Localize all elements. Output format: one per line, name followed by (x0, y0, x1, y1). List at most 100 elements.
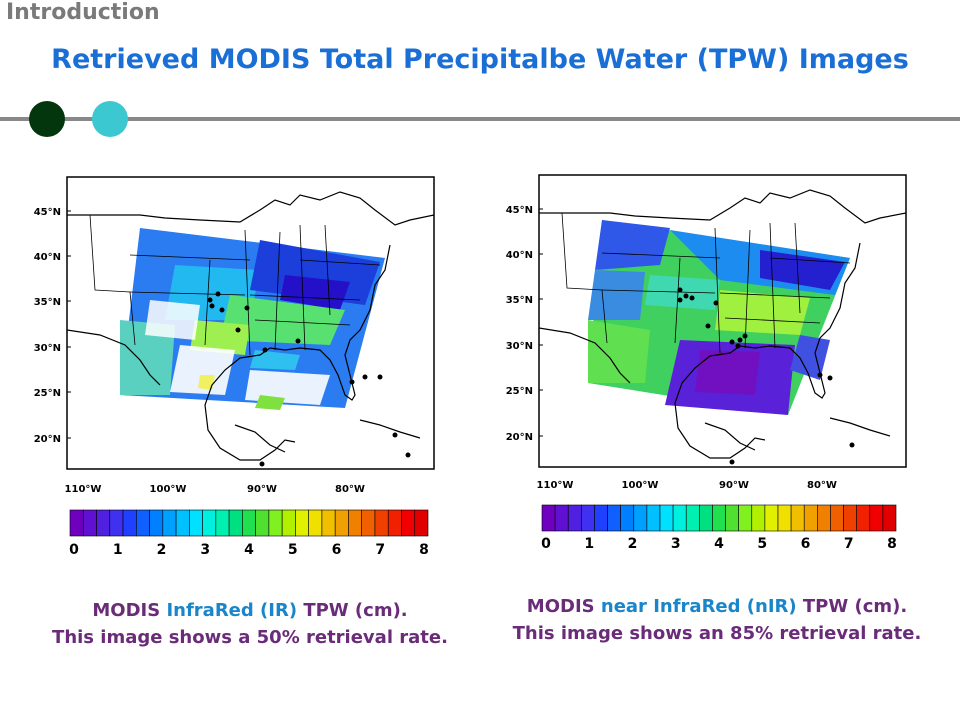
colorbar-cell (817, 504, 831, 532)
colorbar-cell (541, 504, 556, 532)
colorbar-cell (82, 509, 97, 537)
nir-tpw-map: 45°N 40°N 35°N 30°N 25°N 20°N 110°W 100°W 90°W 8… (470, 170, 940, 560)
nir-tpw-map-svg: 45°N 40°N 35°N 30°N 25°N 20°N 110°W 100°W 90°W 8… (506, 174, 907, 552)
colorbar-tick-label: 1 (584, 536, 594, 552)
colorbar-cell (242, 509, 256, 537)
nir-caption-line2: This image shows an 85% retrieval rate. (512, 623, 922, 644)
ir-tpw-map-svg: 45°N 40°N 35°N 30°N 25°N 20°N 110°W 100°W 90°W 8… (34, 176, 435, 558)
colorbar-cell (228, 509, 243, 537)
slide-title: Retrieved MODIS Total Precipitalbe Water… (51, 44, 909, 75)
longitude-labels: 110°W 100°W 90°W 80°W (65, 484, 365, 495)
nir-caption: MODIS near InfraRed (nIR) TPW (cm). This… (474, 593, 960, 647)
colorbar-tick-label: 8 (887, 536, 897, 552)
station-markers (207, 291, 411, 467)
colorbar-tick-label: 1 (113, 542, 123, 558)
colorbar-cell (334, 509, 349, 537)
lat-label: 20°N (34, 434, 61, 445)
coastline (539, 189, 906, 459)
ir-caption-line2: This image shows a 50% retrieval rate. (52, 627, 448, 648)
lat-label: 25°N (34, 388, 61, 399)
latitude-labels: 45°N 40°N 35°N 30°N 25°N 20°N (34, 207, 71, 445)
nir-caption-line1: MODIS near InfraRed (nIR) TPW (cm). (474, 593, 960, 620)
colorbar-tick-label: 2 (157, 542, 167, 558)
colorbar-cell (69, 509, 84, 537)
lon-label: 80°W (335, 484, 365, 495)
colorbar-cell (659, 504, 674, 532)
colorbar-cell (215, 509, 230, 537)
colorbar-cell (202, 509, 217, 537)
lon-label: 100°W (150, 484, 187, 495)
colorbar-tick-label: 0 (69, 542, 79, 558)
colorbar-tick-label: 4 (244, 542, 254, 558)
colorbar-cell (414, 509, 429, 537)
colorbar-cell (567, 504, 582, 532)
colorbar-ticks: 0 1 2 3 4 5 6 7 8 (69, 542, 429, 558)
lon-label: 90°W (247, 484, 277, 495)
lat-label: 45°N (506, 205, 533, 216)
colorbar-cell (882, 504, 897, 532)
longitude-labels: 110°W 100°W 90°W 80°W (537, 480, 837, 491)
colorbar-cell (96, 509, 111, 537)
colorbar-cell (109, 509, 124, 537)
colorbar (69, 509, 429, 537)
colorbar-cell (607, 504, 621, 532)
colorbar-tick-label: 2 (628, 536, 638, 552)
colorbar-cell (646, 504, 661, 532)
colorbar-cell (162, 509, 177, 537)
coastline (67, 191, 434, 461)
colorbar-tick-label: 6 (801, 536, 811, 552)
lat-label: 45°N (34, 207, 61, 218)
lat-label: 35°N (34, 297, 61, 308)
colorbar-cell (699, 504, 713, 532)
colorbar-tick-label: 3 (671, 536, 681, 552)
lon-label: 100°W (622, 480, 659, 491)
colorbar-cell (149, 509, 164, 537)
lat-label: 25°N (506, 386, 533, 397)
colorbar-cell (620, 504, 635, 532)
state-borders (89, 214, 381, 356)
colorbar-cell (255, 509, 270, 537)
nir-caption-prefix: MODIS (526, 596, 601, 617)
colorbar-cell (295, 509, 309, 537)
title-divider (0, 117, 960, 121)
colorbar (541, 504, 897, 532)
lon-label: 90°W (719, 480, 749, 491)
colorbar-cell (594, 504, 608, 532)
colorbar-cell (268, 509, 283, 537)
colorbar-cell (712, 504, 726, 532)
colorbar-ticks: 0 1 2 3 4 5 6 7 8 (541, 536, 897, 552)
tpw-swath (588, 220, 850, 415)
ir-caption-line1: MODIS InfraRed (IR) TPW (cm). (0, 597, 500, 624)
colorbar-cell (361, 509, 376, 537)
colorbar-tick-label: 7 (844, 536, 854, 552)
colorbar-tick-label: 7 (375, 542, 385, 558)
decorative-dot-dark (29, 101, 65, 137)
station-markers (677, 287, 855, 465)
colorbar-cell (348, 509, 363, 537)
tpw-swath (120, 228, 385, 410)
colorbar-tick-label: 3 (200, 542, 210, 558)
nir-caption-suffix: TPW (cm). (796, 596, 908, 617)
colorbar-tick-label: 5 (288, 542, 298, 558)
lon-label: 80°W (807, 480, 837, 491)
colorbar-cell (122, 509, 137, 537)
colorbar-cell (281, 509, 296, 537)
colorbar-cell (135, 509, 150, 537)
colorbar-cell (725, 504, 739, 532)
nir-caption-highlight: near InfraRed (nIR) (600, 596, 797, 617)
lat-label: 35°N (506, 295, 533, 306)
colorbar-cell (308, 509, 323, 537)
colorbar-cell (738, 504, 753, 532)
latitude-labels: 45°N 40°N 35°N 30°N 25°N 20°N (506, 205, 543, 443)
colorbar-cell (790, 504, 805, 532)
colorbar-cell (672, 504, 687, 532)
colorbar-cell (777, 504, 792, 532)
ir-caption-highlight: InfraRed (IR) (166, 600, 298, 621)
lat-label: 40°N (34, 252, 61, 263)
ir-caption-prefix: MODIS (92, 600, 167, 621)
colorbar-cell (869, 504, 884, 532)
decorative-dot-teal (92, 101, 128, 137)
lon-label: 110°W (537, 480, 574, 491)
colorbar-cell (387, 509, 402, 537)
state-borders (561, 212, 851, 354)
